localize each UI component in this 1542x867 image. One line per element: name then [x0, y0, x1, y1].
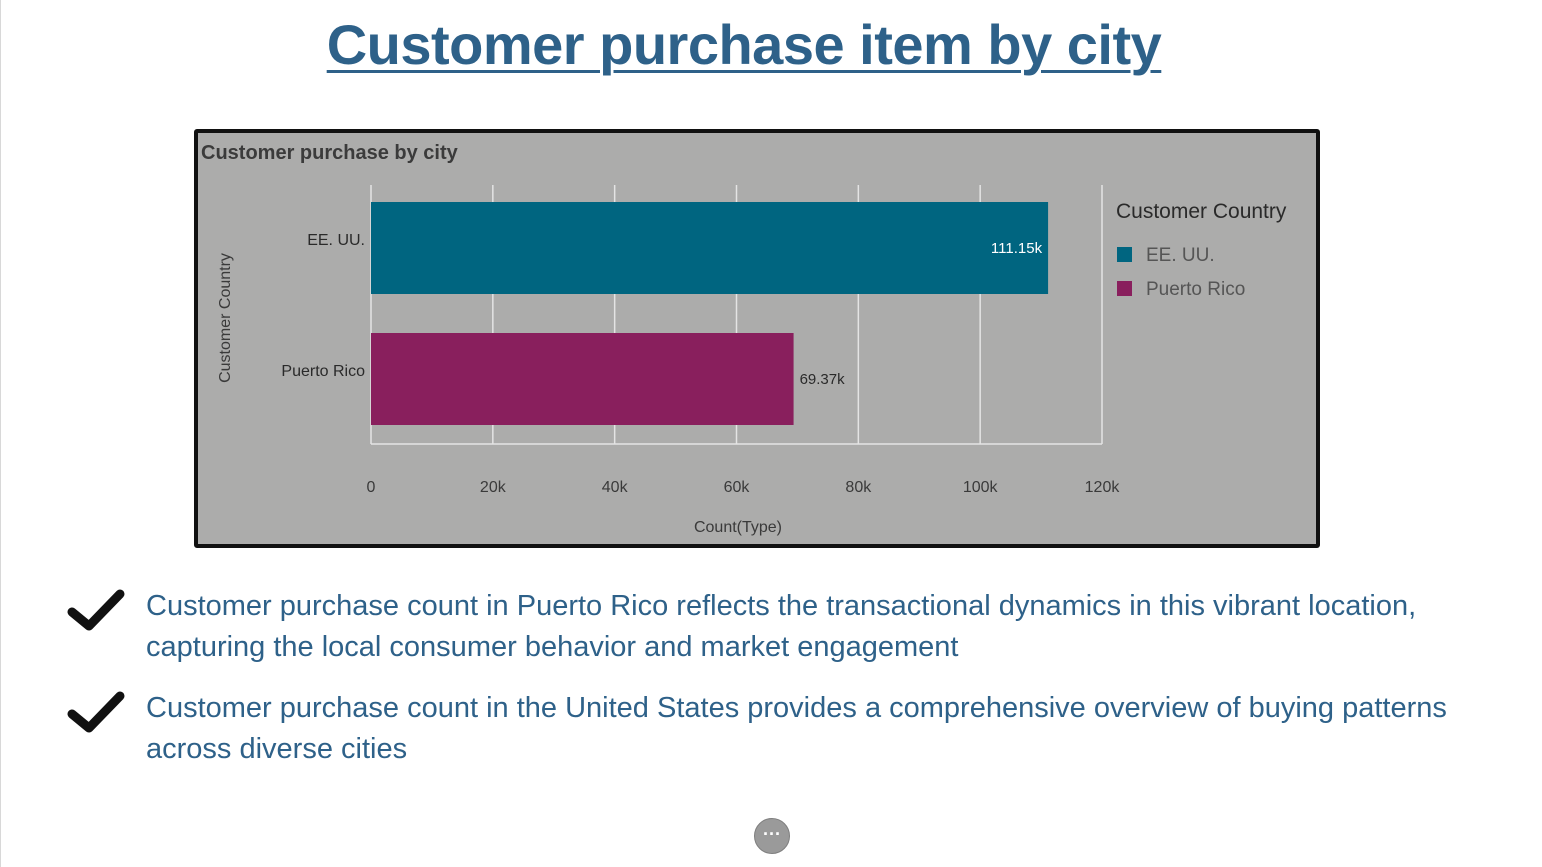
more-icon: ···	[763, 824, 781, 844]
bullet-item: Customer purchase count in Puerto Rico r…	[62, 586, 1532, 668]
data-label: 111.15k	[991, 240, 1043, 257]
x-tick-label: 40k	[602, 479, 629, 496]
left-rule	[0, 0, 1, 867]
bullet-text: Customer purchase count in Puerto Rico r…	[146, 590, 1417, 663]
bullet-item: Customer purchase count in the United St…	[62, 688, 1532, 770]
x-tick-label: 100k	[963, 479, 999, 496]
y-tick-label: Puerto Rico	[281, 363, 365, 380]
bullet-list: Customer purchase count in Puerto Rico r…	[62, 586, 1532, 790]
y-axis-label: Customer Country	[217, 253, 234, 383]
legend-label: Puerto Rico	[1146, 279, 1245, 300]
x-tick-label: 80k	[845, 479, 872, 496]
x-tick-label: 120k	[1085, 479, 1121, 496]
more-button[interactable]: ···	[754, 818, 790, 854]
check-icon	[66, 588, 126, 639]
legend-swatch	[1117, 281, 1132, 296]
legend-swatch	[1117, 247, 1132, 262]
legend-title: Customer Country	[1116, 200, 1287, 223]
chart-title: Customer purchase by city	[201, 142, 459, 164]
y-tick-label: EE. UU.	[307, 232, 365, 249]
bar	[371, 202, 1049, 294]
x-tick-label: 20k	[480, 479, 507, 496]
x-axis-label: Count(Type)	[694, 519, 782, 536]
check-icon	[66, 690, 126, 741]
x-tick-label: 60k	[724, 479, 751, 496]
bar	[371, 333, 794, 425]
legend-label: EE. UU.	[1146, 245, 1215, 266]
bar-chart: Customer purchase by city 0 20k 40k 60k 80k 10…	[201, 142, 1287, 536]
data-label: 69.37k	[800, 371, 846, 388]
slide-title: Customer purchase item by city	[326, 13, 1162, 76]
bullet-text: Customer purchase count in the United St…	[146, 692, 1447, 765]
chart-panel: Customer purchase by city 0 20k 40k 60k 80k 10…	[194, 129, 1320, 548]
x-tick-label: 0	[367, 479, 376, 496]
